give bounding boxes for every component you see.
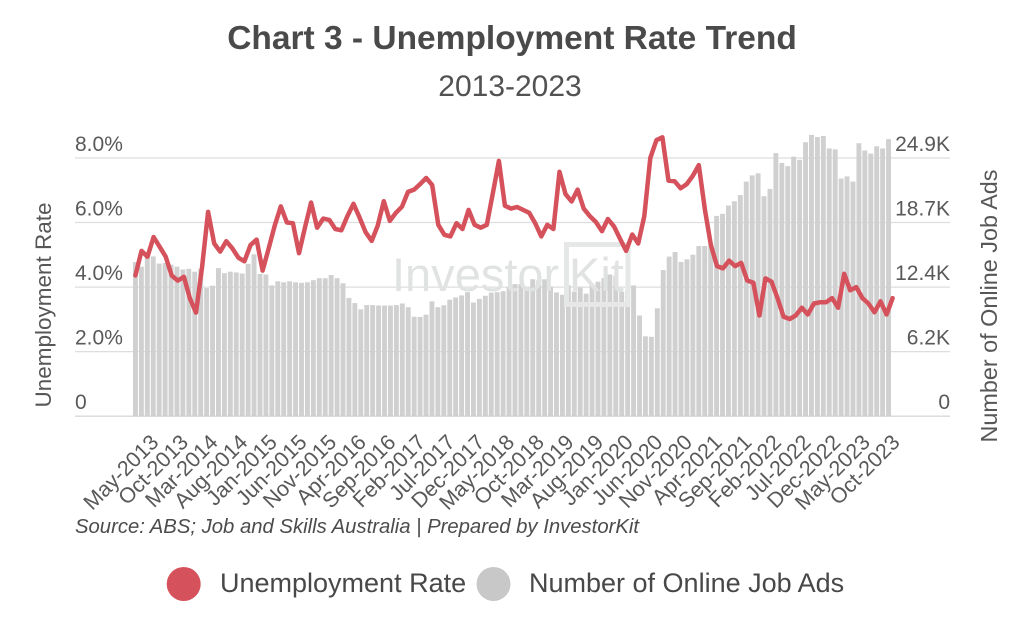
svg-text:Kit: Kit xyxy=(569,248,624,301)
svg-text:2013-2023: 2013-2023 xyxy=(438,70,581,103)
svg-text:Investor: Investor xyxy=(392,248,559,301)
svg-text:Number of Online Job Ads: Number of Online Job Ads xyxy=(529,568,844,598)
svg-text:6.2K: 6.2K xyxy=(907,327,950,350)
svg-text:Unemployment Rate: Unemployment Rate xyxy=(31,202,56,407)
svg-text:8.0%: 8.0% xyxy=(75,133,123,156)
svg-text:6.0%: 6.0% xyxy=(75,198,123,221)
svg-text:24.9K: 24.9K xyxy=(895,133,950,156)
svg-text:0: 0 xyxy=(938,391,950,414)
svg-text:Source: ABS; Job and Skills Au: Source: ABS; Job and Skills Australia | … xyxy=(75,516,640,538)
svg-text:Number of Online Job Ads: Number of Online Job Ads xyxy=(976,169,1002,442)
svg-text:2.0%: 2.0% xyxy=(75,327,123,350)
svg-text:18.7K: 18.7K xyxy=(895,198,950,221)
svg-text:Chart 3 - Unemployment Rate Tr: Chart 3 - Unemployment Rate Trend xyxy=(227,20,797,57)
svg-text:12.4K: 12.4K xyxy=(895,262,950,285)
svg-text:4.0%: 4.0% xyxy=(75,262,123,285)
svg-text:0: 0 xyxy=(75,391,87,414)
svg-text:Unemployment Rate: Unemployment Rate xyxy=(220,568,466,598)
